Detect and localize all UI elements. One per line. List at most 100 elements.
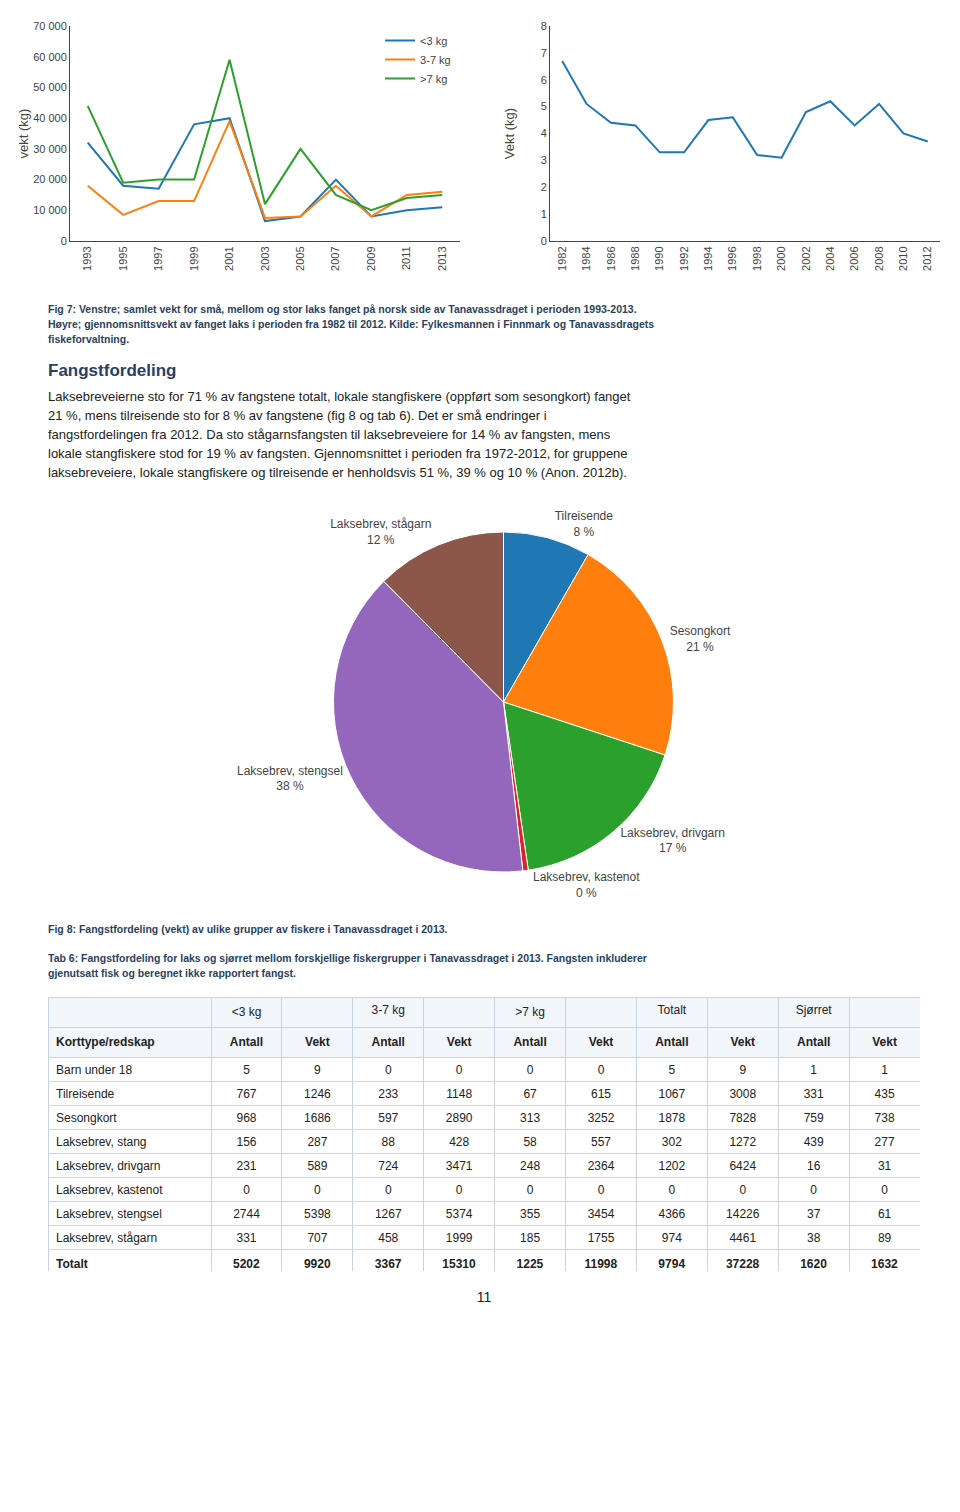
svg-text:70 000: 70 000 [33, 20, 67, 32]
svg-text:2013: 2013 [436, 246, 448, 270]
svg-text:88: 88 [382, 1135, 396, 1149]
svg-text:Vekt: Vekt [447, 1035, 472, 1049]
svg-text:2005: 2005 [294, 246, 306, 270]
svg-text:1878: 1878 [659, 1111, 686, 1125]
svg-text:30 000: 30 000 [33, 143, 67, 155]
svg-text:0: 0 [881, 1183, 888, 1197]
svg-text:Barn under 18: Barn under 18 [56, 1063, 132, 1077]
svg-text:<3 kg: <3 kg [232, 1005, 262, 1019]
svg-text:3008: 3008 [729, 1087, 756, 1101]
svg-text:vekt (kg): vekt (kg) [16, 109, 31, 159]
svg-text:1: 1 [541, 208, 547, 220]
svg-text:0: 0 [598, 1063, 605, 1077]
svg-text:Laksebrev, kastenot0 %: Laksebrev, kastenot0 % [533, 870, 640, 900]
svg-text:5398: 5398 [304, 1207, 331, 1221]
svg-text:Tilreisende8 %: Tilreisende8 % [555, 509, 614, 539]
svg-text:3-7 kg: 3-7 kg [420, 54, 451, 66]
svg-text:0: 0 [541, 235, 547, 247]
svg-text:Laksebrev, stengsel: Laksebrev, stengsel [56, 1207, 162, 1221]
svg-text:37: 37 [807, 1207, 821, 1221]
svg-text:11998: 11998 [584, 1257, 617, 1271]
svg-text:313: 313 [520, 1111, 540, 1125]
svg-text:15310: 15310 [442, 1257, 476, 1271]
svg-text:58: 58 [523, 1135, 537, 1149]
svg-text:0: 0 [527, 1183, 534, 1197]
svg-text:1997: 1997 [152, 246, 164, 270]
svg-text:2008: 2008 [873, 246, 885, 270]
svg-text:Laksebrev, stågarn: Laksebrev, stågarn [56, 1231, 157, 1245]
svg-text:1: 1 [810, 1063, 817, 1077]
svg-text:Laksebrev, stang: Laksebrev, stang [56, 1135, 147, 1149]
svg-text:287: 287 [307, 1135, 327, 1149]
svg-text:233: 233 [378, 1087, 398, 1101]
svg-text:Vekt: Vekt [872, 1035, 897, 1049]
svg-text:759: 759 [804, 1111, 824, 1125]
svg-text:1984: 1984 [580, 246, 592, 270]
svg-text:Antall: Antall [797, 1035, 830, 1049]
svg-text:Laksebrev, stågarn12 %: Laksebrev, stågarn12 % [330, 517, 431, 547]
svg-text:2010: 2010 [897, 246, 909, 270]
svg-text:31: 31 [878, 1159, 892, 1173]
svg-text:1986: 1986 [605, 246, 617, 270]
svg-text:5: 5 [243, 1063, 250, 1077]
svg-text:89: 89 [878, 1231, 892, 1245]
svg-text:61: 61 [878, 1207, 892, 1221]
svg-text:>7 kg: >7 kg [515, 1005, 545, 1019]
svg-text:5202: 5202 [233, 1257, 260, 1271]
svg-text:557: 557 [591, 1135, 611, 1149]
svg-text:2007: 2007 [329, 246, 341, 270]
svg-text:8: 8 [541, 20, 547, 32]
svg-text:1272: 1272 [729, 1135, 756, 1149]
svg-text:1998: 1998 [751, 246, 763, 270]
svg-text:331: 331 [804, 1087, 824, 1101]
svg-text:738: 738 [875, 1111, 895, 1125]
svg-text:1999: 1999 [446, 1231, 473, 1245]
svg-text:40 000: 40 000 [33, 112, 67, 124]
svg-text:1: 1 [881, 1063, 888, 1077]
svg-text:Laksebrev, kastenot: Laksebrev, kastenot [56, 1183, 163, 1197]
svg-text:355: 355 [520, 1207, 540, 1221]
svg-text:185: 185 [520, 1231, 540, 1245]
svg-text:1996: 1996 [726, 246, 738, 270]
svg-text:50 000: 50 000 [33, 81, 67, 93]
svg-text:2009: 2009 [365, 246, 377, 270]
svg-text:156: 156 [236, 1135, 256, 1149]
svg-text:7828: 7828 [729, 1111, 756, 1125]
svg-text:0: 0 [456, 1063, 463, 1077]
svg-text:4461: 4461 [729, 1231, 756, 1245]
svg-text:Laksebrev, drivgarn17 %: Laksebrev, drivgarn17 % [620, 826, 725, 856]
svg-text:7: 7 [541, 47, 547, 59]
svg-text:6424: 6424 [729, 1159, 756, 1173]
svg-text:Laksebrev, stengsel38 %: Laksebrev, stengsel38 % [237, 764, 343, 794]
svg-text:1067: 1067 [659, 1087, 686, 1101]
svg-text:3-7 kg: 3-7 kg [372, 1003, 405, 1017]
svg-text:4366: 4366 [659, 1207, 686, 1221]
svg-text:2890: 2890 [446, 1111, 473, 1125]
svg-text:1982: 1982 [556, 246, 568, 270]
svg-text:2006: 2006 [848, 246, 860, 270]
svg-text:3: 3 [541, 154, 547, 166]
svg-text:10 000: 10 000 [33, 204, 67, 216]
svg-text:1246: 1246 [304, 1087, 331, 1101]
svg-text:589: 589 [307, 1159, 327, 1173]
svg-text:Laksebrev, drivgarn: Laksebrev, drivgarn [56, 1159, 161, 1173]
svg-text:5: 5 [669, 1063, 676, 1077]
svg-text:Sesongkort21 %: Sesongkort21 % [670, 624, 731, 654]
svg-text:1999: 1999 [188, 246, 200, 270]
svg-text:1267: 1267 [375, 1207, 402, 1221]
svg-text:60 000: 60 000 [33, 51, 67, 63]
svg-text:428: 428 [449, 1135, 469, 1149]
svg-text:2004: 2004 [824, 246, 836, 270]
svg-text:<3 kg: <3 kg [420, 35, 447, 47]
svg-text:20 000: 20 000 [33, 173, 67, 185]
svg-text:0: 0 [598, 1183, 605, 1197]
svg-text:1632: 1632 [871, 1257, 898, 1271]
svg-text:67: 67 [523, 1087, 537, 1101]
svg-text:9: 9 [739, 1063, 746, 1077]
svg-text:1993: 1993 [81, 246, 93, 270]
svg-text:2000: 2000 [775, 246, 787, 270]
svg-text:3454: 3454 [588, 1207, 615, 1221]
svg-text:3367: 3367 [375, 1257, 402, 1271]
svg-text:Antall: Antall [655, 1035, 688, 1049]
svg-text:1620: 1620 [800, 1257, 827, 1271]
